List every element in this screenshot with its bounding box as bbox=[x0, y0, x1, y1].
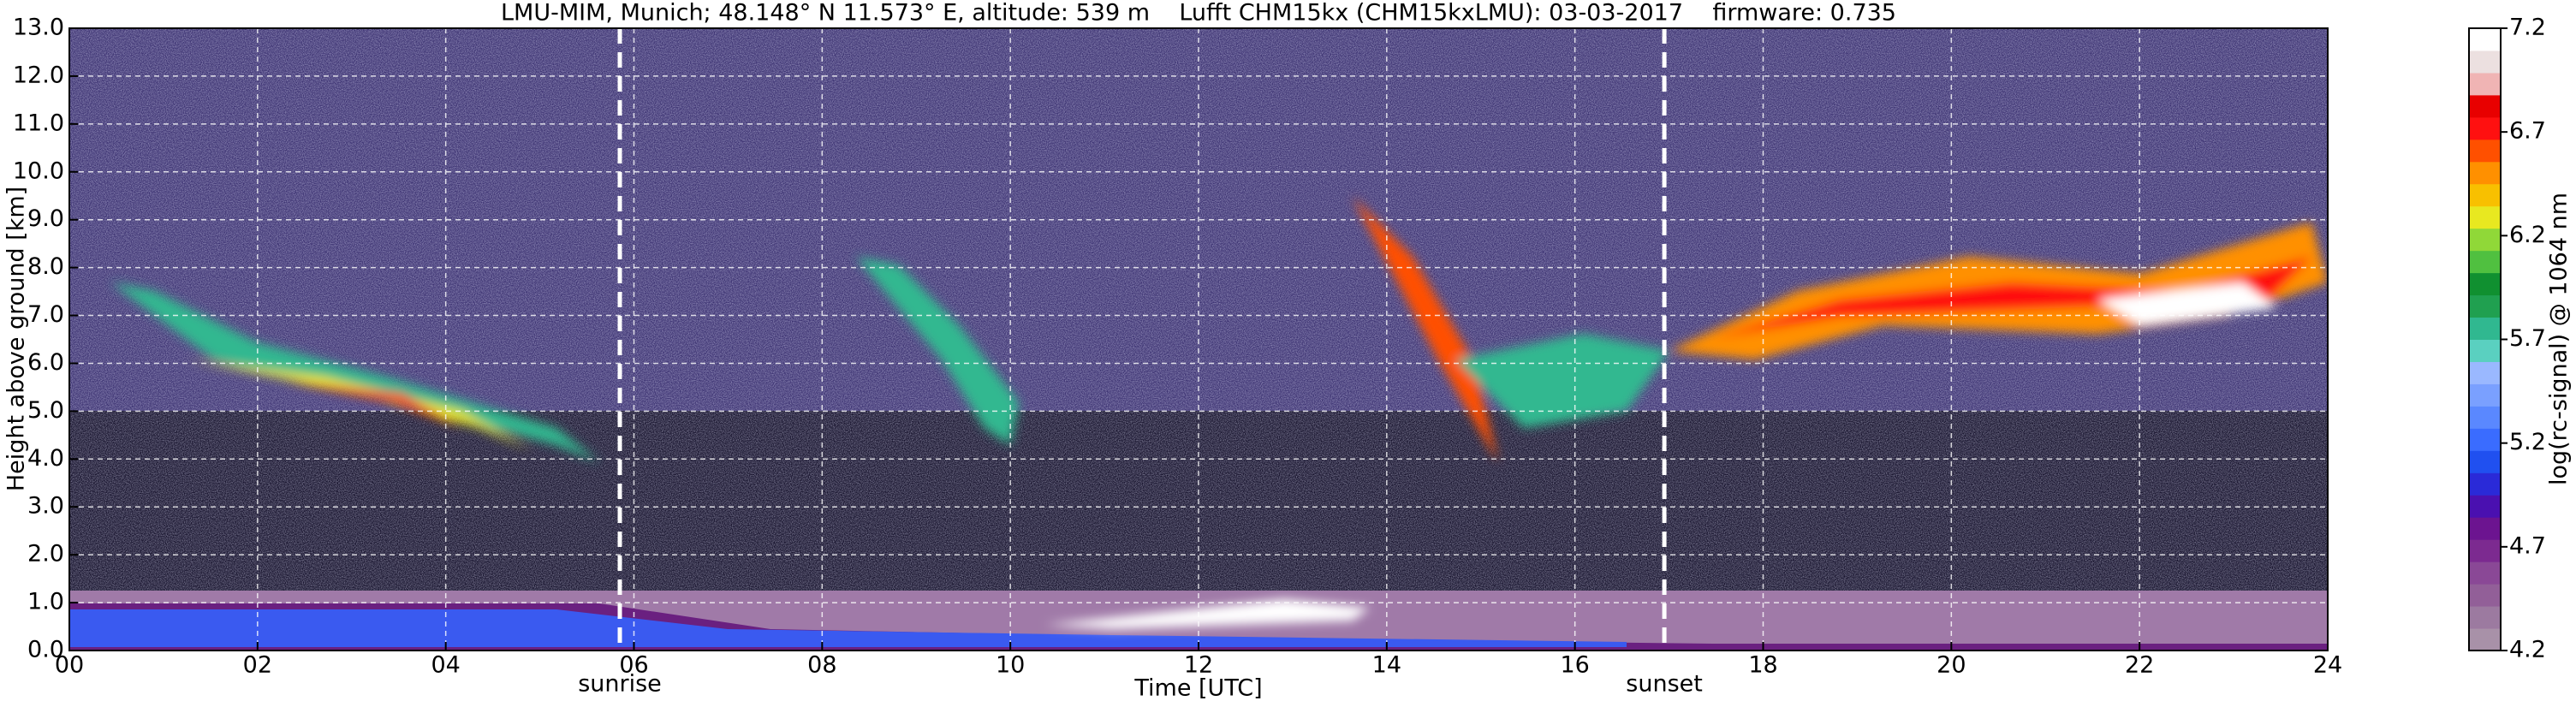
colorbar-swatch bbox=[2469, 139, 2501, 163]
colorbar-swatch bbox=[2469, 406, 2501, 429]
colorbar-tick-label: 5.2 bbox=[2509, 429, 2546, 455]
y-tick-label: 9.0 bbox=[27, 205, 64, 232]
y-tick-label: 12.0 bbox=[13, 62, 64, 88]
x-tick-label: 24 bbox=[2313, 652, 2342, 679]
colorbar-swatch bbox=[2469, 250, 2501, 274]
colorbar-swatch bbox=[2469, 450, 2501, 473]
colorbar-tick-label: 4.7 bbox=[2509, 532, 2546, 559]
colorbar-swatch bbox=[2469, 428, 2501, 451]
colorbar-swatch bbox=[2469, 72, 2501, 96]
annotation-label: sunrise bbox=[578, 671, 662, 698]
x-tick-label: 14 bbox=[1372, 652, 1401, 679]
colorbar-swatch bbox=[2469, 383, 2501, 407]
colorbar-tick-label: 5.7 bbox=[2509, 325, 2546, 352]
colorbar-swatch bbox=[2469, 161, 2501, 185]
colorbar-swatch bbox=[2469, 50, 2501, 74]
y-tick-label: 8.0 bbox=[27, 253, 64, 280]
x-tick-label: 16 bbox=[1560, 652, 1589, 679]
y-tick-label: 6.0 bbox=[27, 349, 64, 376]
colorbar-swatch bbox=[2469, 294, 2501, 318]
colorbar-swatch bbox=[2469, 584, 2501, 607]
y-tick-label: 3.0 bbox=[27, 493, 64, 520]
colorbar-swatch bbox=[2469, 228, 2501, 252]
y-tick-label: 7.0 bbox=[27, 301, 64, 328]
x-tick-label: 08 bbox=[807, 652, 836, 679]
colorbar-swatch bbox=[2469, 205, 2501, 229]
x-tick-label: 18 bbox=[1748, 652, 1777, 679]
y-tick-label: 0.0 bbox=[27, 637, 64, 663]
colorbar-swatch bbox=[2469, 94, 2501, 118]
colorbar-tick-label: 7.2 bbox=[2509, 15, 2546, 41]
x-tick-label: 00 bbox=[55, 652, 84, 679]
x-tick-label: 02 bbox=[243, 652, 272, 679]
colorbar-swatch bbox=[2469, 317, 2501, 340]
x-tick-label: 06 bbox=[619, 652, 648, 679]
colorbar-swatch bbox=[2469, 183, 2501, 207]
chart-title: LMU-MIM, Munich; 48.148° N 11.573° E, al… bbox=[501, 0, 1896, 27]
x-tick-label: 04 bbox=[431, 652, 460, 679]
colorbar-swatch bbox=[2469, 28, 2501, 51]
x-tick-label: 22 bbox=[2125, 652, 2154, 679]
y-tick-label: 5.0 bbox=[27, 397, 64, 424]
y-axis-label: Height above ground [km] bbox=[3, 187, 30, 491]
y-tick-label: 11.0 bbox=[13, 110, 64, 136]
colorbar-swatch bbox=[2469, 272, 2501, 296]
colorbar-swatch bbox=[2469, 472, 2501, 496]
colorbar-swatch bbox=[2469, 116, 2501, 140]
x-tick-label: 10 bbox=[996, 652, 1025, 679]
colorbar-swatch bbox=[2469, 539, 2501, 562]
colorbar-swatch bbox=[2469, 339, 2501, 362]
y-tick-label: 13.0 bbox=[13, 15, 64, 41]
colorbar-swatch bbox=[2469, 361, 2501, 384]
colorbar-swatch bbox=[2469, 561, 2501, 585]
colorbar-swatch bbox=[2469, 606, 2501, 629]
colorbar-swatch bbox=[2469, 628, 2501, 651]
y-tick-label: 4.0 bbox=[27, 445, 64, 472]
y-tick-label: 2.0 bbox=[27, 541, 64, 567]
y-tick-label: 10.0 bbox=[13, 157, 64, 184]
colorbar-swatch bbox=[2469, 495, 2501, 518]
colorbar-tick-label: 4.2 bbox=[2509, 637, 2546, 663]
annotation-label: sunset bbox=[1626, 671, 1703, 698]
x-tick-label: 12 bbox=[1184, 652, 1213, 679]
colorbar-swatch bbox=[2469, 517, 2501, 540]
y-tick-label: 1.0 bbox=[27, 589, 64, 615]
x-tick-label: 20 bbox=[1936, 652, 1966, 679]
x-axis-label: Time [UTC] bbox=[1133, 675, 1262, 702]
colorbar-tick-label: 6.7 bbox=[2509, 118, 2546, 145]
colorbar-tick-label: 6.2 bbox=[2509, 222, 2546, 248]
clouds bbox=[111, 197, 2328, 629]
colorbar-label: log(rc-signal) @ 1064 nm bbox=[2546, 193, 2573, 485]
boundary-layer bbox=[69, 609, 1627, 647]
